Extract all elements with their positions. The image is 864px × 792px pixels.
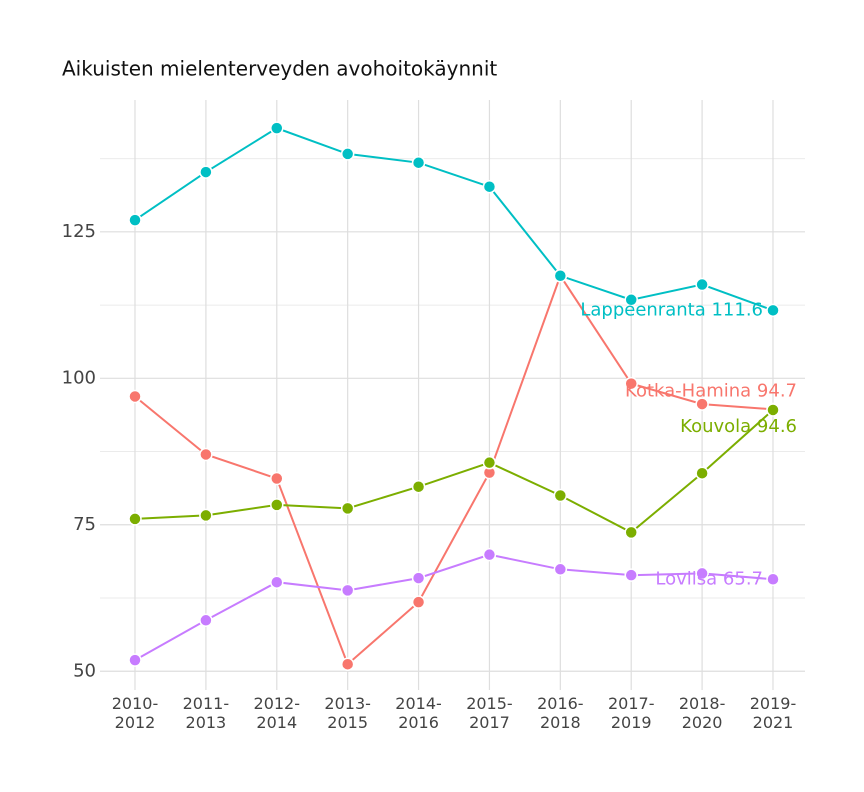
end-label: Loviisa 65.7: [655, 568, 763, 589]
point: [482, 547, 497, 562]
point: [766, 303, 780, 318]
point: [340, 147, 355, 161]
point: [553, 269, 568, 283]
point: [128, 389, 142, 404]
y-tick-label: 75: [73, 514, 96, 535]
x-tick-label: 2015- 2017: [466, 694, 513, 732]
x-tick-label: 2011- 2013: [182, 694, 230, 732]
end-label: Lappeenranta 111.6: [580, 299, 763, 320]
y-tick-label: 100: [62, 367, 96, 388]
point: [482, 179, 497, 194]
point: [695, 466, 709, 480]
point: [695, 566, 709, 581]
point: [411, 571, 426, 585]
point: [270, 575, 284, 589]
point: [340, 501, 355, 516]
point: [270, 471, 284, 486]
point: [199, 447, 213, 462]
point: [270, 121, 284, 135]
point: [624, 525, 638, 540]
x-tick-label: 2019- 2021: [749, 694, 797, 732]
point: [482, 455, 497, 470]
point: [340, 657, 355, 671]
end-label: Kotka-Hamina 94.7: [625, 380, 797, 401]
point: [128, 653, 142, 667]
point: [199, 508, 213, 523]
series-line: [134, 553, 774, 661]
point: [411, 595, 426, 609]
x-tick-label: 2018- 2020: [678, 694, 726, 732]
point: [624, 376, 638, 391]
x-tick-label: 2014- 2016: [395, 694, 442, 732]
point: [411, 479, 426, 494]
x-tick-label: 2012- 2014: [253, 694, 301, 732]
y-tick-label: 50: [73, 660, 96, 681]
point: [695, 277, 709, 292]
chart-title: Aikuisten mielenterveyden avohoitokäynni…: [62, 57, 497, 81]
point: [128, 512, 142, 526]
series-line: [134, 273, 774, 666]
point: [199, 613, 213, 628]
point: [199, 165, 213, 179]
point: [128, 213, 142, 227]
end-label: Kouvola 94.6: [680, 416, 797, 437]
x-tick-label: 2016- 2018: [537, 694, 584, 732]
x-tick-label: 2013- 2015: [324, 694, 371, 732]
point: [553, 562, 568, 577]
series-line: [134, 409, 774, 534]
y-tick-label: 125: [62, 221, 96, 242]
point: [766, 403, 780, 417]
point: [695, 397, 709, 411]
point: [624, 568, 638, 582]
point: [553, 488, 568, 503]
point: [766, 572, 780, 587]
point: [270, 498, 284, 512]
x-tick-label: 2017- 2019: [607, 694, 655, 732]
x-tick-label: 2010- 2012: [111, 694, 159, 732]
point: [411, 155, 426, 170]
point: [624, 293, 638, 307]
series-line: [134, 127, 774, 312]
point: [340, 583, 355, 598]
